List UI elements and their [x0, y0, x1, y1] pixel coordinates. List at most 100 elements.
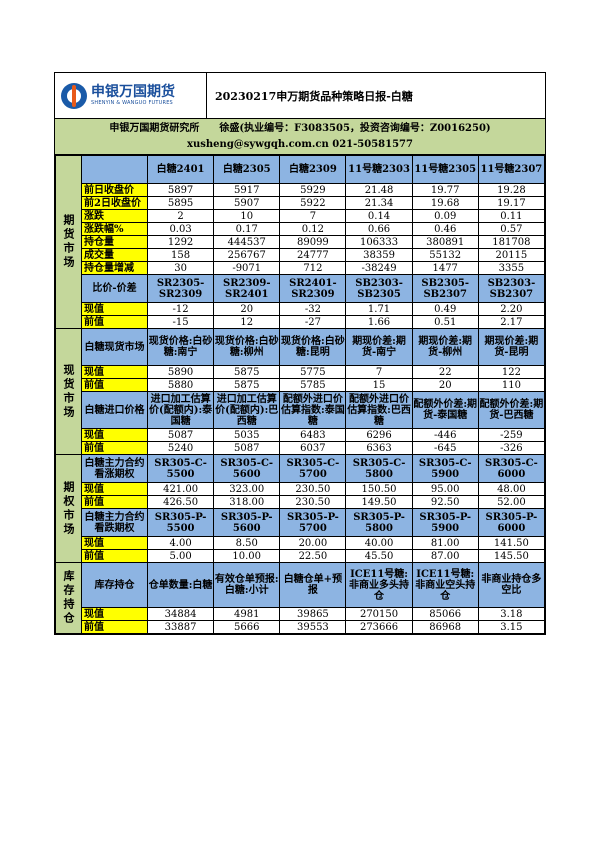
row-label: 现值 [81, 536, 148, 550]
value-cell: 230.50 [279, 482, 347, 496]
table-row: 持仓量 1292 444537 89099 106333 380891 181708 [56, 235, 546, 249]
value-cell: 89099 [279, 235, 347, 249]
value-cell: 149.50 [345, 495, 413, 509]
value-cell: 5917 [213, 183, 281, 197]
author-line: 申银万国期货研究所 徐盛(执业编号：F3083505，投资咨询编号：Z00162… [109, 123, 491, 134]
column-header: 配额外进口价估算指数:巴西糖 [345, 391, 413, 429]
table-row: 库存持仓 库存持仓 仓单数量:白糖 有效仓单预报:白糖:小计 白糖仓单+预报 ICE11号… [55, 562, 546, 634]
section-label: 期权市场 [55, 454, 82, 563]
table-row: 前值 5240 5087 6037 6363 -645 -326 [56, 441, 546, 455]
value-cell: 20.00 [279, 536, 347, 550]
table-row: 现值 5890 5875 5775 7 22 122 [56, 365, 546, 379]
value-cell: 5087 [146, 428, 215, 442]
column-header: SR305-P-5800 [345, 508, 413, 537]
value-cell: -9071 [213, 261, 281, 275]
table-row: 前值 426.50 318.00 230.50 149.50 92.50 52.00 [56, 495, 546, 509]
value-cell: 426.50 [146, 495, 215, 509]
value-cell: 5.00 [146, 549, 215, 563]
table-row: 前值 -15 12 -27 1.66 0.51 2.17 [56, 315, 546, 329]
group-label: 库存持仓 [81, 562, 148, 608]
value-cell: 92.50 [411, 495, 479, 509]
table-row: 前2日收盘价 5895 5907 5922 21.34 19.68 19.17 [56, 196, 546, 210]
table-row: 成交量 158 256767 24777 38359 55132 20115 [56, 248, 546, 262]
table-row: 前值 5.00 10.00 22.50 45.50 87.00 145.50 [56, 549, 546, 563]
value-cell: 5890 [146, 365, 215, 379]
value-cell: 95.00 [411, 482, 479, 496]
column-header: SR305-P-5900 [411, 508, 479, 537]
value-cell: 40.00 [345, 536, 413, 550]
column-header: SR2309-SR2401 [213, 274, 281, 303]
value-cell: 106333 [345, 235, 413, 249]
report-title: 20230217申万期货品种策略日报-白糖 [215, 89, 413, 103]
value-cell: 270150 [345, 607, 413, 621]
value-cell: 5775 [279, 365, 347, 379]
table-row: 白糖进口价格 进口加工估算价(配额内):泰国糖 进口加工估算价(配额内):巴西糖 配额… [56, 391, 546, 429]
value-cell: -326 [477, 441, 546, 455]
table-row: 期货市场 白糖2401 白糖2305 白糖2309 11号糖2303 11号糖2305 11… [55, 155, 546, 329]
value-cell: 19.28 [477, 183, 546, 197]
column-header: 期现价差:期货-南宁 [345, 328, 413, 366]
value-cell: 145.50 [477, 549, 546, 563]
column-header: 白糖仓单+预报 [279, 562, 347, 608]
row-label: 前值 [81, 549, 148, 563]
value-cell: 3.15 [477, 620, 546, 634]
row-label: 前值 [81, 441, 148, 455]
contract-header: 白糖2401 [146, 155, 215, 184]
column-header: ICE11号糖:非商业空头持仓 [411, 562, 479, 608]
value-cell: 6296 [345, 428, 413, 442]
row-label: 持仓量增减 [81, 261, 148, 275]
group-label: 白糖主力合约看跌期权 [81, 508, 148, 537]
value-cell: 20 [411, 378, 479, 392]
value-cell: 55132 [411, 248, 479, 262]
column-header: SB2303-SB2305 [345, 274, 413, 303]
table-row: 白糖主力合约看跌期权 SR305-P-5500 SR305-P-5600 SR305-… [56, 508, 546, 537]
column-header: SR305-C-5800 [345, 454, 413, 483]
value-cell: 5785 [279, 378, 347, 392]
section-label: 库存持仓 [55, 562, 82, 634]
company-logo: 申银万国期货 SHENYIN & WANGUO FUTURES [55, 73, 207, 118]
value-cell: 34884 [146, 607, 215, 621]
column-header: SB2305-SB2307 [411, 274, 479, 303]
value-cell: 273666 [345, 620, 413, 634]
column-header: SR305-C-5900 [411, 454, 479, 483]
value-cell: 318.00 [213, 495, 281, 509]
column-header: 进口加工估算价(配额内):泰国糖 [146, 391, 215, 429]
value-cell: 21.34 [345, 196, 413, 210]
value-cell: 1292 [146, 235, 215, 249]
value-cell: 86968 [411, 620, 479, 634]
row-label: 前值 [81, 495, 148, 509]
column-header: SR305-C-5700 [279, 454, 347, 483]
table-row: 现值 5087 5035 6483 6296 -446 -259 [56, 428, 546, 442]
value-cell: 380891 [411, 235, 479, 249]
value-cell: -38249 [345, 261, 413, 275]
report-sheet: 申银万国期货 SHENYIN & WANGUO FUTURES 20230217… [54, 72, 546, 635]
value-cell: 5035 [213, 428, 281, 442]
value-cell: 81.00 [411, 536, 479, 550]
group-label: 白糖主力合约看涨期权 [81, 454, 148, 483]
logo-name: 申银万国期货 [91, 84, 175, 100]
value-cell: 4981 [213, 607, 281, 621]
value-cell: -27 [279, 315, 347, 329]
column-header: SR305-C-6000 [477, 454, 546, 483]
row-label: 现值 [81, 482, 148, 496]
column-header: 仓单数量:白糖 [146, 562, 215, 608]
value-cell: 20 [213, 302, 281, 316]
table-row: 现值 421.00 323.00 230.50 150.50 95.00 48.00 [56, 482, 546, 496]
column-header: 进口加工估算价(配额内):巴西糖 [213, 391, 281, 429]
column-header: 配额外进口价估算指数:泰国糖 [279, 391, 347, 429]
value-cell: 10.00 [213, 549, 281, 563]
value-cell: 87.00 [411, 549, 479, 563]
value-cell: 0.57 [477, 222, 546, 236]
value-cell: 1477 [411, 261, 479, 275]
contract-header: 11号糖2305 [411, 155, 479, 184]
column-header: SR305-P-5700 [279, 508, 347, 537]
value-cell: 7 [279, 209, 347, 223]
value-cell: 22 [411, 365, 479, 379]
column-header: SR305-P-5600 [213, 508, 281, 537]
author-contact: xusheng@sywgqh.com.cn 021-50581577 [187, 139, 413, 150]
column-header: 现货价格:白砂糖:南宁 [146, 328, 215, 366]
column-header: SR305-P-5500 [146, 508, 215, 537]
row-label: 前值 [81, 378, 148, 392]
value-cell: 6363 [345, 441, 413, 455]
value-cell: 5929 [279, 183, 347, 197]
